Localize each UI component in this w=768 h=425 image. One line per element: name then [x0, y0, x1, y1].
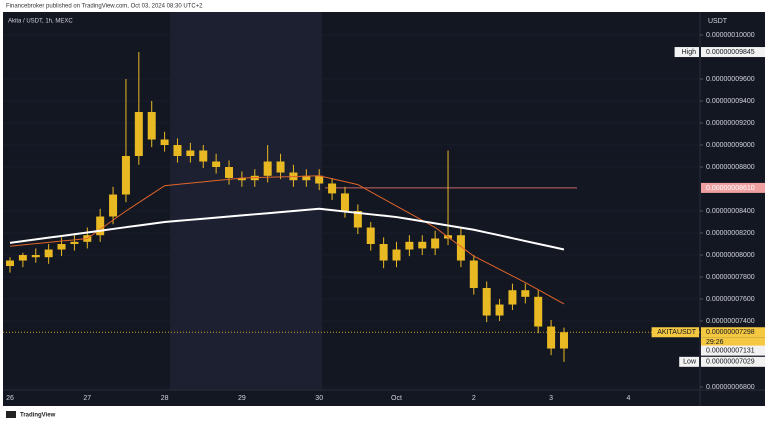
- x-tick-label: 28: [161, 395, 169, 402]
- candle-body: [482, 288, 491, 316]
- price-label-name-box: [679, 356, 699, 367]
- x-tick-label: 4: [626, 395, 630, 402]
- candle-body: [276, 161, 285, 173]
- candle-body: [109, 194, 118, 217]
- y-tick-label: 0.00000008000: [706, 252, 755, 259]
- candle-body: [508, 290, 517, 305]
- candle-body: [469, 260, 478, 289]
- candle-body: [534, 296, 543, 327]
- y-tick-label: 0.00000008200: [706, 230, 755, 237]
- y-tick-label: 0.00000009000: [706, 142, 755, 149]
- candle-body: [212, 161, 221, 168]
- y-tick-label: 0.00000007800: [706, 274, 755, 281]
- candle-body: [173, 145, 182, 157]
- candle-body: [199, 150, 208, 162]
- price-label-name-box: [651, 327, 699, 338]
- candle-body: [521, 290, 530, 297]
- candle-body: [263, 161, 272, 176]
- price-label-box: [701, 327, 765, 338]
- y-tick-label: 0.00000006800: [706, 384, 755, 391]
- candle-body: [366, 227, 375, 245]
- x-tick-label: 3: [549, 395, 553, 402]
- price-label: 0.00000007029: [706, 359, 755, 366]
- footer-logo-text: TradingView: [20, 413, 56, 419]
- y-tick-label: 0.00000009200: [706, 120, 755, 127]
- candle-body: [405, 241, 414, 250]
- moving-average: [9, 175, 565, 305]
- x-tick-label: 29: [238, 395, 246, 402]
- price-label-box: [701, 356, 765, 367]
- candle-body: [418, 241, 427, 249]
- candle-body: [353, 211, 362, 228]
- symbol-title: Akita / USDT, 1h, MEXC: [8, 19, 73, 25]
- x-tick-label: 2: [472, 395, 476, 402]
- candle-body: [431, 238, 440, 249]
- price-label-box: [701, 182, 765, 193]
- moving-average: [9, 207, 565, 251]
- candle-body: [547, 326, 556, 349]
- price-label: 0.00000009845: [706, 49, 755, 56]
- candle-body: [392, 249, 401, 261]
- y-tick-label: 0.00000007600: [706, 296, 755, 303]
- y-tick-label: 0.00000008400: [706, 208, 755, 215]
- y-tick-label: 0.00000007400: [706, 318, 755, 325]
- footer-logo: [6, 411, 16, 418]
- chart-bg: [3, 12, 765, 406]
- candle-body: [57, 244, 66, 250]
- price-label: 0.00000007131: [706, 347, 755, 354]
- y-tick-label: 0.00000008800: [706, 164, 755, 171]
- y-axis-unit: USDT: [708, 18, 728, 25]
- price-label-box: [701, 345, 765, 356]
- candle-body: [6, 260, 14, 267]
- candle-body: [160, 139, 169, 146]
- x-tick-label: Oct: [391, 395, 402, 402]
- header: Financebroker published on TradingView.c…: [6, 4, 203, 10]
- x-tick-label: 30: [315, 395, 323, 402]
- x-tick-label: 27: [83, 395, 91, 402]
- candle-body: [379, 244, 388, 261]
- price-label: 0.00000008610: [706, 185, 755, 192]
- candle-body: [315, 175, 324, 184]
- price-label: 0.00000007298: [706, 329, 755, 336]
- y-tick-label: 0.00000009600: [706, 76, 755, 83]
- weekend-shade: [170, 12, 322, 390]
- candle-body: [31, 255, 40, 258]
- y-tick-label: 0.00000010000: [706, 32, 755, 39]
- price-label-name-box: [674, 47, 699, 58]
- candle-body: [96, 216, 105, 236]
- price-label-name: High: [682, 49, 697, 56]
- candle-body: [340, 193, 349, 212]
- countdown: 29:26: [706, 339, 724, 346]
- price-label-name: Low: [683, 359, 697, 366]
- candle-body: [186, 150, 195, 157]
- candle-body: [456, 235, 465, 261]
- y-tick-label: 0.00000009400: [706, 98, 755, 105]
- price-label-name: AKITAUSDT: [657, 329, 696, 336]
- candle-body: [44, 249, 53, 258]
- x-tick-label: 26: [6, 395, 14, 402]
- candle-body: [328, 183, 337, 194]
- candle-body: [121, 156, 130, 195]
- candle-body: [302, 175, 311, 181]
- candle-body: [18, 255, 27, 261]
- candle-body: [147, 112, 156, 140]
- candle-body: [70, 241, 79, 245]
- candle-body: [495, 304, 504, 316]
- price-label-box: [701, 47, 765, 58]
- candle-body: [134, 112, 143, 157]
- candle-body: [225, 167, 234, 179]
- countdown-box: [701, 337, 765, 348]
- candle-body: [237, 178, 246, 181]
- candle-body: [559, 332, 568, 349]
